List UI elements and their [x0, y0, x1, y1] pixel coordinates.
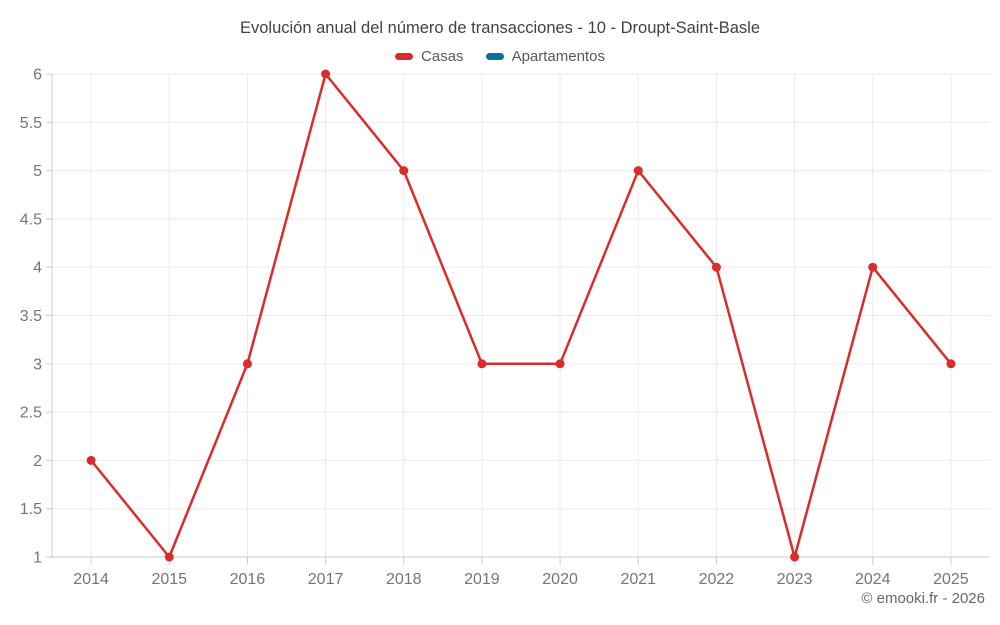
x-axis-label: 2014 [73, 571, 109, 588]
chart-title: Evolución anual del número de transaccio… [239, 19, 761, 37]
x-axis-label: 2024 [855, 571, 891, 588]
data-point-casas-2016[interactable] [242, 359, 252, 369]
data-point-casas-2022[interactable] [711, 262, 721, 272]
x-axis-label: 2021 [620, 571, 656, 588]
data-point-casas-2024[interactable] [868, 262, 878, 272]
y-axis-label: 2.5 [20, 405, 42, 422]
y-axis-label: 5 [33, 163, 42, 180]
x-axis-label: 2023 [777, 571, 813, 588]
x-axis-label: 2017 [308, 571, 344, 588]
y-axis-label: 4 [33, 260, 42, 277]
legend-item-apartamentos[interactable]: Apartamentos [485, 47, 605, 65]
x-axis-label: 2015 [151, 571, 187, 588]
series-line-casas [89, 72, 953, 559]
y-axis-label: 4.5 [20, 211, 42, 228]
legend: Casas Apartamentos [0, 46, 1000, 66]
y-axis-label: 2 [33, 453, 42, 470]
legend-item-label: Apartamentos [511, 47, 605, 65]
x-axis-label: 2019 [464, 571, 500, 588]
data-point-casas-2023[interactable] [790, 552, 800, 562]
x-axis-label: 2022 [699, 571, 735, 588]
x-axis-label: 2020 [542, 571, 578, 588]
y-axis-label: 6 [33, 67, 42, 84]
x-axis-label: 2025 [933, 571, 969, 588]
copyright: © emooki.fr - 2026 [861, 590, 985, 607]
y-axis-label: 3.5 [20, 308, 42, 325]
legend-item-label: Casas [421, 47, 464, 65]
data-point-casas-2025[interactable] [946, 359, 956, 369]
data-point-casas-2020[interactable] [555, 359, 565, 369]
data-point-casas-2017[interactable] [321, 69, 331, 79]
legend-item-casas[interactable]: Casas [395, 48, 464, 65]
data-point-casas-2015[interactable] [164, 552, 174, 562]
y-axis-label: 1.5 [20, 501, 42, 518]
data-point-casas-2018[interactable] [399, 166, 409, 176]
data-point-casas-2014[interactable] [86, 455, 96, 465]
x-axis-label: 2016 [230, 571, 266, 588]
y-axis-label: 1 [33, 550, 42, 567]
data-point-casas-2021[interactable] [633, 166, 643, 176]
legend-swatch-icon [395, 52, 414, 60]
x-axis-label: 2018 [386, 571, 422, 588]
data-point-casas-2019[interactable] [477, 359, 487, 369]
y-axis-label: 5.5 [20, 115, 42, 132]
legend-swatch-icon [485, 52, 504, 60]
y-axis-label: 3 [33, 356, 42, 373]
